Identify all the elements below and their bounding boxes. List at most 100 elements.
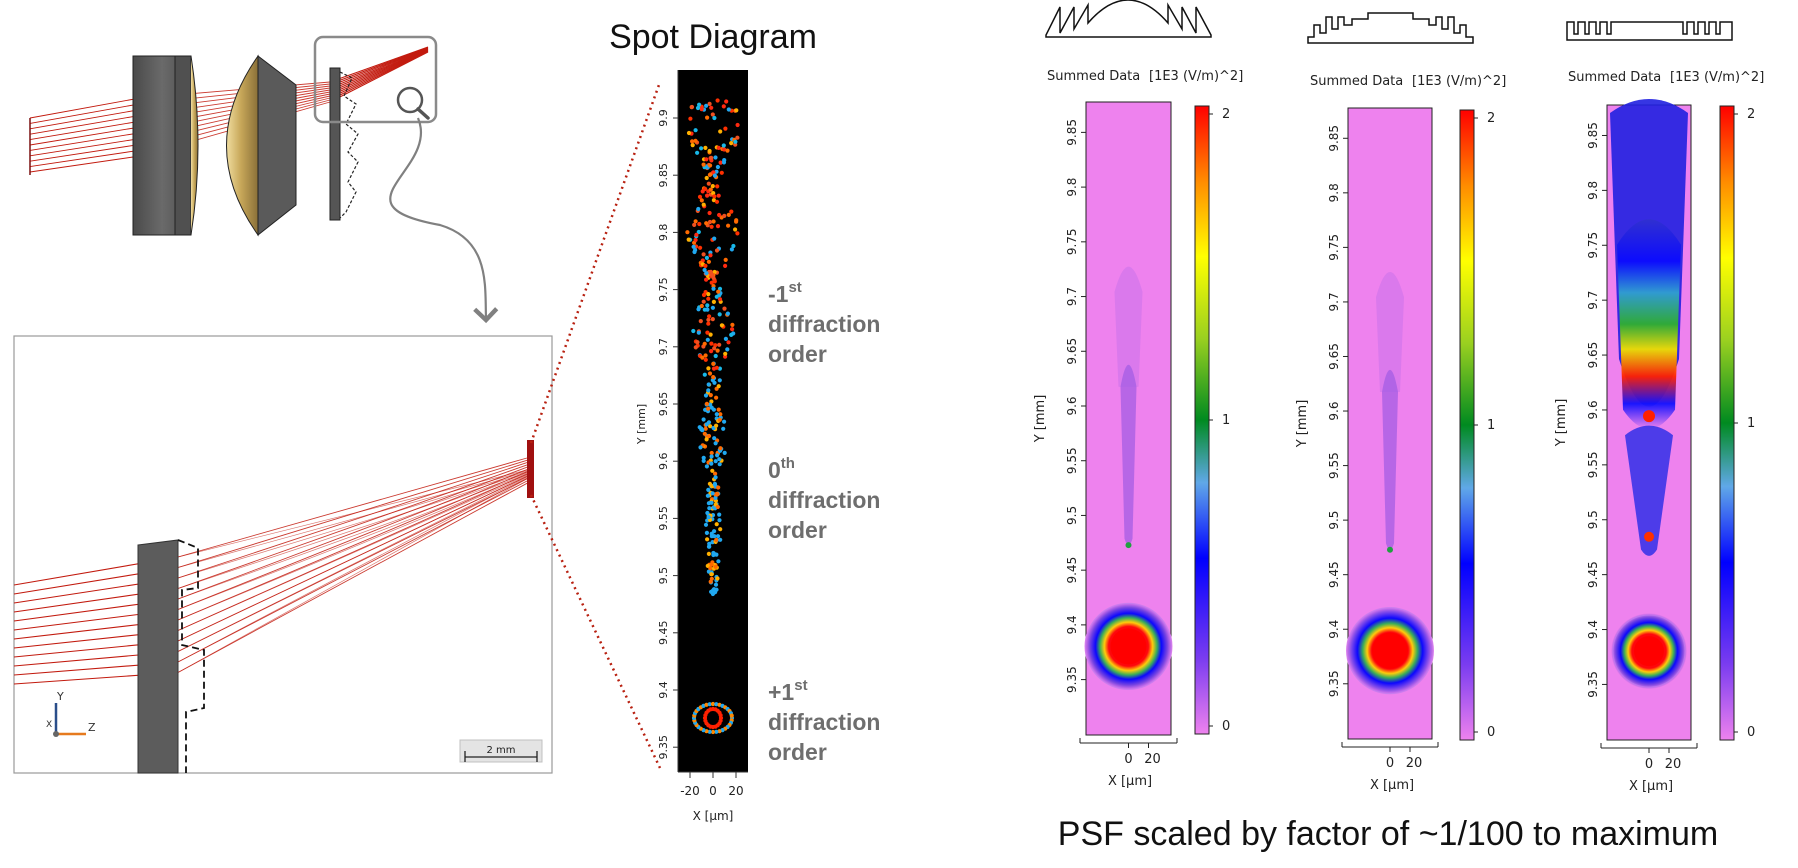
order-0-prefix: 0 (768, 457, 781, 483)
psf-header-title-2: Summed Data (1310, 74, 1403, 89)
psf-caption: PSF scaled by factor of ~1/100 to maximu… (1058, 815, 1718, 853)
psf-y-axis-1: 9.85 9.8 9.75 9.7 9.65 9.6 9.55 9.5 9.45 9.4 9.35 (1065, 119, 1086, 693)
psf-y-tick: 9.35 (1065, 666, 1079, 693)
psf-y-tick: 9.75 (1065, 228, 1079, 255)
spot-y-tick: 9.4 (657, 681, 670, 699)
spot-diagram: Spot Diagram 9.9 9.85 9.8 9.75 9.7 9.65 9.6 9.5… (609, 18, 817, 823)
psf-y-tick: 9.55 (1586, 451, 1600, 478)
psf-x-label-3: X [µm] (1629, 779, 1673, 794)
psf-y-tick: 9.65 (1586, 342, 1600, 369)
colorbar-tick: 0 (1747, 725, 1755, 740)
psf-x-tick: 20 (1406, 756, 1423, 771)
grating-profile-icon-2 (1307, 12, 1474, 44)
psf-y-tick: 9.75 (1327, 234, 1341, 261)
axis-triad: Y X Z (46, 690, 96, 737)
psf-plot-3 (1606, 99, 1692, 741)
order-plus1-line3: order (768, 739, 827, 765)
scale-bar-label: 2 mm (486, 745, 515, 756)
svg-text:-1st: -1st (768, 279, 802, 307)
psf-y-tick: 9.45 (1065, 557, 1079, 584)
psf-x-tick: 0 (1645, 757, 1653, 772)
psf-header-unit-3: [1E3 (V/m)^2] (1670, 70, 1764, 85)
axis-z-label: Z (88, 721, 96, 734)
psf-x-axis-1: 0 20 (1079, 738, 1178, 767)
spot-y-tick: 9.5 (657, 567, 670, 585)
connector-line-top (529, 81, 662, 444)
order-minus1-line3: order (768, 341, 827, 367)
scale-bar: 2 mm (459, 739, 543, 763)
psf-y-tick: 9.55 (1065, 447, 1079, 474)
psf-x-tick: 20 (1665, 757, 1682, 772)
psf-y-tick: 9.65 (1065, 338, 1079, 365)
lens-system-overview (29, 35, 499, 324)
psf-colorbar-2: 2 1 0 (1459, 109, 1495, 741)
psf-y-tick: 9.5 (1065, 506, 1079, 525)
grating-block (137, 539, 179, 774)
order-minus1-line2: diffraction (768, 311, 880, 337)
psf-y-tick: 9.5 (1586, 510, 1600, 529)
psf-y-tick: 9.6 (1327, 401, 1341, 420)
colorbar-tick: 2 (1222, 107, 1230, 122)
grating-profile-inset (177, 539, 205, 773)
psf-y-tick: 9.6 (1065, 396, 1079, 415)
psf-y-tick: 9.45 (1586, 561, 1600, 588)
order-plus1-line2: diffraction (768, 709, 880, 735)
psf-plot-1 (1084, 101, 1173, 736)
psf-y-tick: 9.85 (1586, 122, 1600, 149)
spot-diagram-title: Spot Diagram (609, 18, 817, 56)
order-minus1-sup: st (788, 279, 801, 296)
psf-colorbar-3: 2 1 0 (1719, 105, 1755, 741)
psf-x-tick: 0 (1386, 756, 1394, 771)
psf-panels: Summed Data [1E3 (V/m)^2]9.859.89.759.79.… (1033, 0, 1764, 794)
psf-y-tick: 9.4 (1327, 620, 1341, 639)
spot-x-tick: 20 (728, 784, 743, 798)
grating-profile-dashed (339, 71, 359, 219)
svg-text:0th: 0th (768, 455, 795, 483)
spot-y-axis: 9.9 9.85 9.8 9.75 9.7 9.65 9.6 9.55 9.5 9.45 9.4 9.… (657, 109, 678, 759)
order-label-plus1: +1st diffraction order (768, 677, 880, 765)
psf-y-label-3: Y [mm] (1554, 399, 1569, 448)
spot-x-axis: -20 0 20 (680, 772, 744, 798)
ray-bundle-inset (13, 457, 528, 685)
order-0-sup: th (781, 455, 795, 472)
psf-y-axis-3: 9.85 9.8 9.75 9.7 9.65 9.6 9.55 9.5 9.45 9.4 9.35 (1586, 122, 1607, 698)
spot-y-tick: 9.35 (657, 735, 670, 760)
spot-y-tick: 9.55 (657, 506, 670, 531)
order-0-line3: order (768, 517, 827, 543)
psf-y-tick: 9.8 (1586, 181, 1600, 200)
psf-x-tick: 0 (1124, 752, 1132, 767)
psf-x-axis-3: 0 20 (1600, 743, 1698, 772)
spot-y-tick: 9.85 (657, 163, 670, 188)
psf-panel-3: Summed Data [1E3 (V/m)^2]9.859.89.759.79.… (1554, 21, 1764, 794)
detector-plane (527, 440, 534, 498)
spot-y-label: Y [mm] (635, 404, 648, 445)
lens-element-2 (226, 54, 297, 237)
psf-y-tick: 9.65 (1327, 343, 1341, 370)
colorbar-tick: 1 (1747, 416, 1755, 431)
connector-line-bottom (529, 494, 662, 769)
psf-plot-2 (1346, 107, 1434, 740)
order-label-0: 0th diffraction order (768, 455, 880, 543)
spot-y-tick: 9.7 (657, 338, 670, 356)
spot-y-tick: 9.9 (657, 109, 670, 127)
zoom-box (313, 35, 438, 124)
spot-points (685, 98, 740, 735)
order-plus1-sup: st (794, 677, 807, 694)
spot-x-tick: 0 (709, 784, 717, 798)
psf-y-tick: 9.6 (1586, 400, 1600, 419)
psf-y-tick: 9.5 (1327, 511, 1341, 530)
grating-profile-icon-3 (1566, 21, 1733, 41)
psf-x-label-2: X [µm] (1370, 778, 1414, 793)
psf-header-title-1: Summed Data (1047, 69, 1140, 84)
psf-x-label-1: X [µm] (1108, 774, 1152, 789)
psf-y-tick: 9.4 (1586, 620, 1600, 639)
spot-y-tick: 9.75 (657, 277, 670, 302)
lens-element-1 (132, 55, 199, 236)
psf-header-title-3: Summed Data (1568, 70, 1661, 85)
grating-profile-icon-1 (1045, 0, 1212, 38)
psf-colorbar-1: 2 1 0 (1194, 105, 1230, 735)
colorbar-tick: 2 (1487, 111, 1495, 126)
psf-y-tick: 9.4 (1065, 615, 1079, 634)
psf-y-label-2: Y [mm] (1295, 400, 1310, 449)
order-label-minus1: -1st diffraction order (768, 279, 880, 367)
